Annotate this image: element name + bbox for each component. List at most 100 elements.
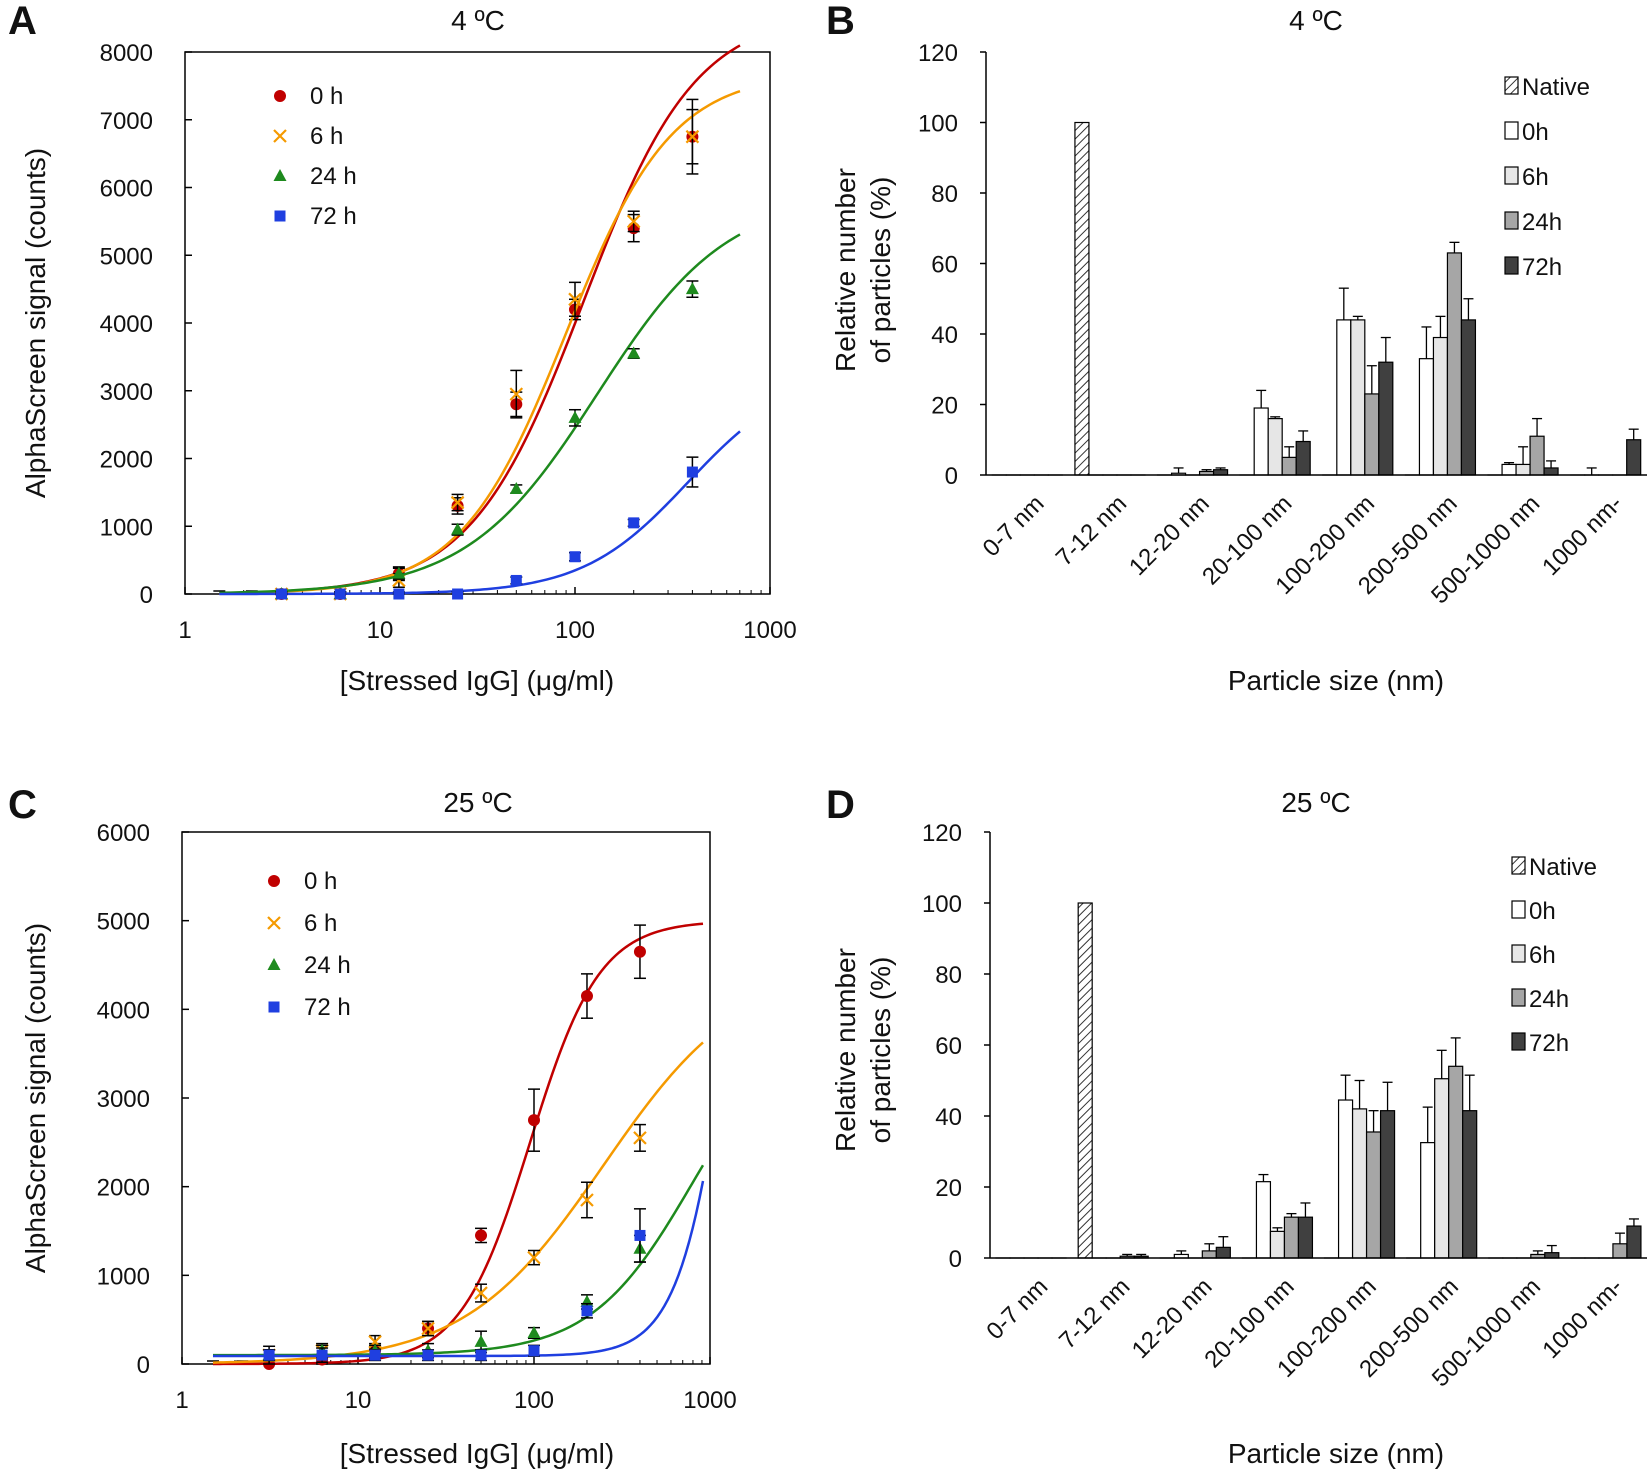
y-tick-label: 4000 (97, 997, 150, 1024)
legend-swatch (1511, 944, 1526, 963)
y-tick-label: 8000 (100, 40, 153, 67)
panel-letter-b: B (826, 0, 855, 43)
legend-swatch (1504, 166, 1519, 185)
y-tick-label: 100 (918, 111, 958, 138)
data-point (628, 517, 640, 529)
bar (1297, 1216, 1314, 1259)
legend-swatch (1511, 1032, 1526, 1051)
series-marks-a (213, 44, 741, 601)
y-tick-label: 20 (931, 393, 958, 420)
panel-letter-d: D (826, 783, 855, 827)
legend-marker (274, 90, 286, 102)
bar (1626, 439, 1642, 476)
y-axis-d: 0 20 40 60 80 100 120 (922, 820, 990, 1273)
x-axis-a: 1 10 100 1000 (178, 587, 797, 644)
bar (1201, 1250, 1217, 1259)
panel-b-title: 4 ºC (1289, 5, 1343, 36)
legend-marker (273, 129, 287, 143)
legend-label: 0 h (304, 868, 337, 895)
y-axis-b: 0 20 40 60 80 100 120 (918, 40, 986, 490)
data-point (450, 495, 465, 510)
legend-swatch (1511, 900, 1526, 919)
y-tick-label: 1000 (97, 1263, 150, 1290)
y-tick-label: 100 (922, 891, 962, 918)
y-tick-label: 1000 (100, 514, 153, 541)
y-tick-label: 120 (918, 40, 958, 67)
panel-a-title: 4 ºC (451, 5, 505, 36)
panel-letter-a: A (8, 0, 37, 43)
legend-swatch (1504, 76, 1519, 95)
fit-curve-1 (212, 1041, 704, 1364)
y-tick-label: 60 (931, 252, 958, 279)
y-tick-label: 0 (140, 582, 153, 609)
legend-marker (274, 210, 286, 222)
bar (1448, 1065, 1464, 1259)
x-tick-label: 1000 (743, 617, 796, 644)
data-point (263, 1349, 275, 1361)
bar (1626, 1225, 1642, 1259)
y-axis-label-d-line2: of particles (%) (865, 957, 896, 1144)
bar (1269, 1230, 1286, 1259)
legend-marker (267, 916, 281, 930)
legend-marker (268, 1001, 280, 1013)
bar (1077, 902, 1093, 1259)
legend-label: 24h (1522, 209, 1562, 236)
category-label: 0-7 nm (981, 1273, 1053, 1345)
bar (1336, 319, 1352, 476)
bar (1215, 1246, 1231, 1259)
data-point (452, 588, 464, 600)
legend-label: 6 h (304, 910, 337, 937)
bar (1612, 1243, 1628, 1259)
fit-curve-3 (212, 1180, 705, 1358)
y-tick-label: 120 (922, 820, 962, 847)
y-tick-label: 40 (931, 322, 958, 349)
y-tick-label: 0 (945, 463, 958, 490)
data-point (581, 1305, 593, 1317)
bar (1378, 361, 1394, 476)
legend-label: 6 h (310, 123, 343, 150)
data-point (580, 1193, 594, 1207)
y-axis-c: 0 1000 2000 3000 4000 5000 6000 (97, 820, 189, 1379)
bar (1543, 467, 1559, 476)
bar (1418, 358, 1435, 476)
x-axis-label-b: Particle size (nm) (1228, 665, 1444, 696)
y-axis-label-a: AlphaScreen signal (counts) (20, 148, 51, 498)
y-tick-label: 20 (935, 1175, 962, 1202)
series-marks-c (206, 922, 705, 1370)
legend-b: Native 0h 6h 24h 72h (1504, 74, 1590, 281)
data-point (685, 282, 699, 295)
y-tick-label: 5000 (100, 243, 153, 270)
data-point (369, 1349, 381, 1361)
fit-curve-2 (212, 1164, 705, 1357)
y-axis-label-d-line1: Relative number (830, 948, 861, 1152)
y-tick-label: 6000 (100, 176, 153, 203)
legend-label: 72h (1522, 254, 1562, 281)
legend-label: Native (1522, 74, 1590, 101)
legend-label: 6h (1529, 942, 1556, 969)
data-point (626, 214, 641, 229)
data-point (275, 588, 287, 600)
data-point (421, 1321, 435, 1336)
bar (1351, 1108, 1368, 1259)
data-point (475, 1349, 487, 1361)
y-tick-label: 0 (949, 1246, 962, 1273)
panel-c-title: 25 ºC (443, 787, 512, 818)
bar (1462, 1110, 1478, 1259)
plot-frame-c (181, 831, 711, 1365)
bar (1432, 336, 1449, 476)
data-point (633, 1131, 647, 1145)
data-point (569, 551, 581, 563)
data-point (686, 466, 698, 478)
data-point (474, 1286, 488, 1300)
y-tick-label: 7000 (100, 108, 153, 135)
y-tick-label: 60 (935, 1033, 962, 1060)
data-point (527, 1325, 541, 1338)
data-point (475, 1229, 488, 1242)
bar (1255, 1181, 1272, 1259)
bar (1283, 1216, 1300, 1259)
y-tick-label: 80 (935, 962, 962, 989)
y-tick-label: 4000 (100, 311, 153, 338)
legend-d: Native 0h 6h 24h 72h (1511, 854, 1597, 1057)
panel-a: A 4 ºC 0 1000 2000 3000 4000 5000 6000 7000 8000… (8, 0, 797, 696)
